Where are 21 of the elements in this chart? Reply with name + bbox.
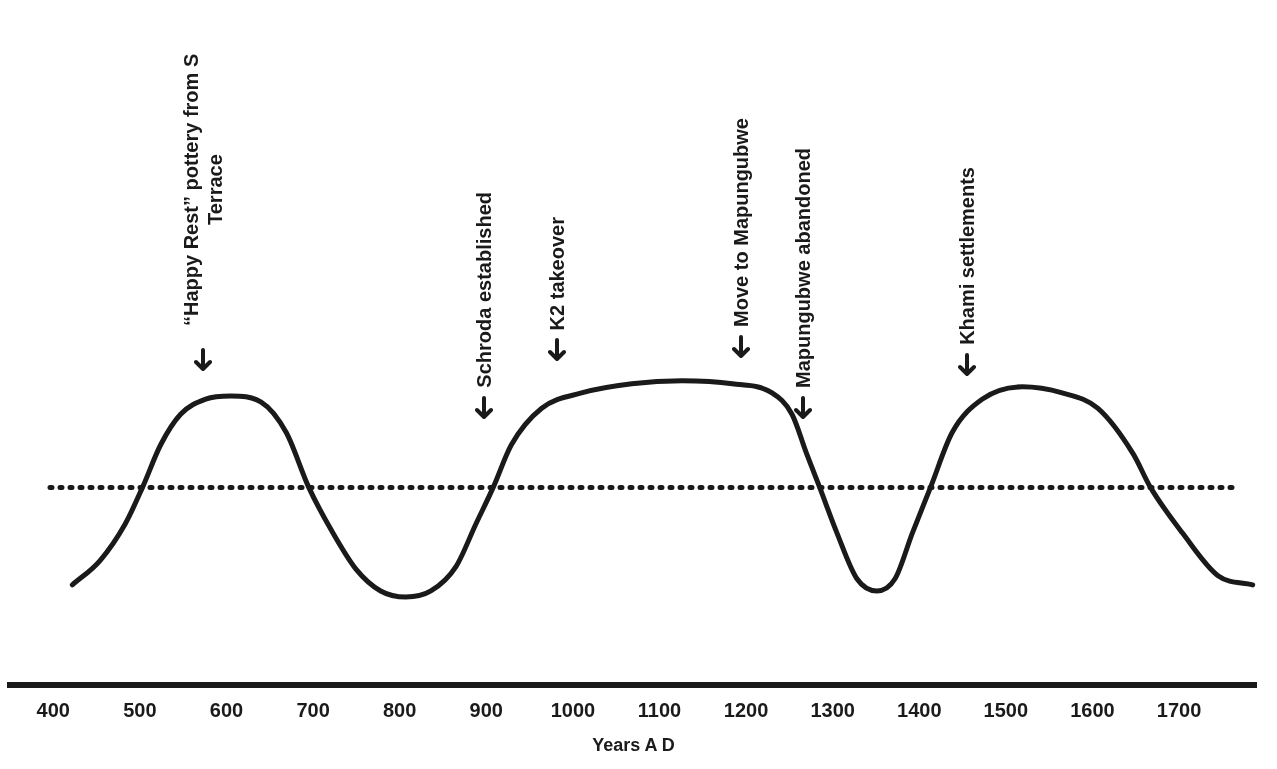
x-tick-label: 1300 bbox=[810, 698, 855, 721]
x-tick-label: 1400 bbox=[897, 698, 942, 721]
x-tick-label: 600 bbox=[209, 698, 244, 721]
x-tick-label: 1600 bbox=[1070, 698, 1115, 721]
x-tick-label: 1200 bbox=[723, 698, 769, 721]
x-tick-label: 900 bbox=[469, 698, 503, 721]
x-tick-label: 500 bbox=[123, 698, 157, 721]
annotation: Mapungubwe abandoned bbox=[791, 148, 815, 388]
text: “Happy Rest” pottery from S Terrace bbox=[179, 52, 227, 329]
text: Move to Mapungubwe bbox=[729, 118, 753, 327]
x-tick-label: 700 bbox=[296, 698, 330, 721]
x-tick-label: 1700 bbox=[1156, 698, 1202, 721]
x-tick-label: 1100 bbox=[637, 698, 682, 721]
x-axis-title: Years A D bbox=[592, 735, 675, 756]
text: Khami settlements bbox=[955, 167, 979, 345]
text: K2 takeover bbox=[545, 216, 569, 330]
x-tick-label: 1500 bbox=[983, 698, 1029, 721]
x-tick-label: 400 bbox=[36, 698, 70, 721]
x-tick-label: 800 bbox=[383, 698, 417, 721]
x-tick-label: 1000 bbox=[550, 698, 596, 721]
annotation: Schroda established bbox=[472, 192, 496, 388]
